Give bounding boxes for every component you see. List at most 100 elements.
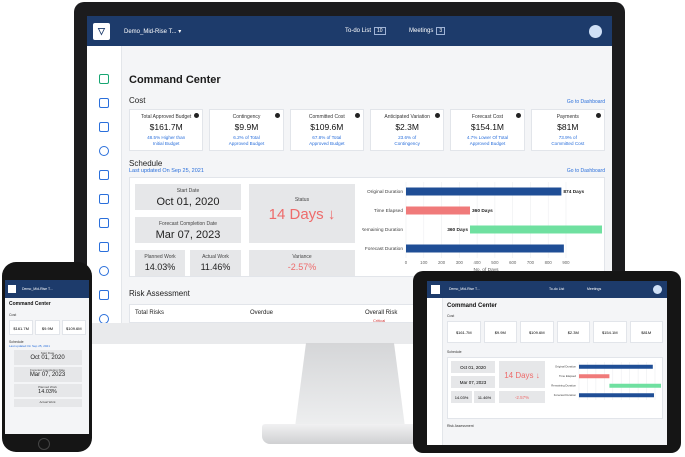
tablet-meetings-button[interactable]: Meetings	[587, 287, 602, 291]
phone-card-value[interactable]: $109.6M	[61, 320, 86, 335]
x-tick-label: 800	[545, 260, 553, 265]
planned-work-value: 14.03%	[144, 262, 176, 272]
tablet-device: Demo_Mid-Rise T... To-do List Meetings C…	[413, 271, 681, 453]
phone-logo-icon[interactable]	[8, 285, 16, 293]
phone-cost-title: Cost	[9, 313, 17, 317]
duration-bar	[579, 374, 610, 379]
duration-bar	[406, 206, 470, 215]
tablet-card-value[interactable]: $81M	[629, 321, 663, 343]
tablet-card-value[interactable]: $2.3M	[556, 321, 590, 343]
x-tick-label: 400	[474, 260, 482, 265]
project-selector[interactable]: Demo_Mid-Rise T... ▾	[124, 28, 182, 35]
tablet-content: Command Center Cost $161.7M $9.9M $109.6…	[447, 303, 663, 428]
meetings-count-badge: 3	[436, 27, 446, 35]
tablet-schedule-panel: Oct 01, 2020 Mar 07, 2023 14.03% 11.46% …	[447, 357, 663, 419]
cost-card-total-approved-budget[interactable]: Total Approved Budget $161.7M 48.5% High…	[129, 109, 204, 151]
card-value: $161.7M	[149, 122, 183, 132]
schedule-go-to-dashboard-link[interactable]: Go to Dashboard	[566, 168, 605, 174]
duration-bar	[406, 187, 562, 196]
document-icon[interactable]	[99, 218, 109, 228]
dashboard-icon[interactable]	[99, 74, 109, 84]
card-sub-2: Contingency	[394, 140, 420, 146]
cost-card-committed-cost[interactable]: Committed Cost $109.6M 67.8% of Total App…	[289, 109, 364, 151]
phone-start-value: Oct 01, 2020	[30, 355, 65, 361]
x-tick-label: 500	[491, 260, 499, 265]
risk-section-title: Risk Assessment	[129, 289, 190, 298]
cost-card-payments[interactable]: Payments $81M 73.9% of Committed Cost	[530, 109, 605, 151]
card-sub-2: Approved Budget	[228, 140, 265, 146]
phone-card-value[interactable]: $9.9M	[35, 320, 60, 335]
tablet-forecast-value: Mar 07, 2023	[451, 376, 495, 388]
card-sub-2: Committed Cost	[551, 140, 585, 146]
tablet-card-value[interactable]: $109.6M	[520, 321, 554, 343]
list-icon[interactable]	[99, 122, 109, 132]
info-icon[interactable]	[194, 113, 200, 118]
info-icon[interactable]	[435, 113, 441, 118]
cost-card-forecast-cost[interactable]: Forecast Cost $154.1M 4.7% Lower Of Tota…	[450, 109, 525, 151]
category-label: Original Duration	[367, 189, 403, 195]
card-value: $109.6M	[310, 122, 344, 132]
calendar-icon[interactable]	[99, 98, 109, 108]
phone-home-button[interactable]	[38, 438, 50, 450]
info-icon[interactable]	[595, 113, 601, 118]
export-icon[interactable]	[99, 242, 109, 252]
monitor-stand	[295, 343, 405, 427]
actual-work-label: Actual Work	[202, 254, 229, 260]
globe-icon[interactable]	[99, 266, 109, 276]
tablet-card-value[interactable]: $154.1M	[593, 321, 627, 343]
bar-data-label: 360 Days	[472, 208, 493, 214]
cost-cards: Total Approved Budget $161.7M 48.5% High…	[129, 109, 605, 151]
tablet-user-avatar-icon[interactable]	[653, 285, 662, 294]
planned-work-box: Planned Work 14.03%	[135, 250, 185, 276]
variance-value: -2.57%	[287, 262, 317, 272]
tablet-page-title: Command Center	[447, 303, 498, 309]
category-label: Remaining Duration	[551, 384, 576, 388]
meetings-button[interactable]: Meetings 3	[409, 27, 446, 35]
cost-go-to-dashboard-link[interactable]: Go to Dashboard	[566, 99, 605, 105]
user-avatar-icon[interactable]	[589, 24, 602, 38]
arrow-down-icon: ↓	[327, 206, 336, 223]
app-logo-icon[interactable]: ▽	[93, 22, 110, 40]
actual-work-box: Actual Work 11.46%	[190, 250, 241, 276]
dollar-icon[interactable]	[99, 146, 109, 156]
arrow-down-icon: ↓	[535, 371, 540, 380]
tablet-project-name[interactable]: Demo_Mid-Rise T...	[449, 287, 480, 291]
overall-risk-label: Overall Risk	[365, 310, 398, 316]
phone-card-value[interactable]: $161.7M	[9, 320, 34, 335]
category-label: Time Elapsed	[374, 208, 403, 214]
tablet-todo-button[interactable]: To-do List	[549, 287, 565, 291]
info-icon[interactable]	[274, 113, 280, 118]
schedule-duration-chart: 0 100 200 300 400 500 600 700 800 900 Original Dur…	[362, 182, 602, 273]
edit-icon[interactable]	[99, 290, 109, 300]
tablet-card-value[interactable]: $9.9M	[483, 321, 517, 343]
info-icon[interactable]	[515, 113, 521, 118]
tablet-logo-icon[interactable]	[431, 285, 440, 294]
phone-device: Demo_Mid-Rise T... Command Center Cost $…	[2, 262, 92, 452]
card-sub-2: Initial Budget	[152, 140, 180, 146]
phone-cost-cards: $161.7M $9.9M $109.6M	[9, 320, 86, 335]
todo-list-button[interactable]: To-do List 10	[345, 27, 386, 35]
variance-label: Variance	[292, 254, 312, 260]
forecast-completion-label: Forecast Completion Date	[158, 221, 218, 227]
page-title: Command Center	[129, 74, 221, 86]
clipboard-icon[interactable]	[99, 170, 109, 180]
tablet-card-value[interactable]: $161.7M	[447, 321, 481, 343]
status-box: Status 14 Days ↓	[249, 184, 355, 243]
tablet-start-value: Oct 01, 2020	[451, 361, 495, 373]
phone-project-name[interactable]: Demo_Mid-Rise T...	[22, 287, 53, 291]
schedule-section-title: Schedule	[129, 159, 163, 168]
tablet-status-box: 14 Days ↓	[499, 361, 545, 388]
duration-bar	[406, 244, 564, 253]
folder-icon[interactable]	[99, 194, 109, 204]
info-icon[interactable]	[354, 113, 360, 118]
cost-card-contingency[interactable]: Contingency $9.9M 6.2% of Total Approved …	[209, 109, 284, 151]
card-label: Contingency	[232, 114, 261, 120]
info-icon[interactable]	[99, 314, 109, 323]
duration-bar	[609, 383, 661, 388]
tablet-screen: Demo_Mid-Rise T... To-do List Meetings C…	[427, 281, 667, 445]
tablet-cost-cards: $161.7M $9.9M $109.6M $2.3M $154.1M $81M	[447, 321, 663, 343]
forecast-completion-value: Mar 07, 2023	[155, 229, 221, 241]
start-date-box: Start Date Oct 01, 2020	[135, 184, 241, 210]
cost-card-anticipated-variation[interactable]: Anticipated Variation $2.3M 23.6% of Cont…	[369, 109, 445, 151]
